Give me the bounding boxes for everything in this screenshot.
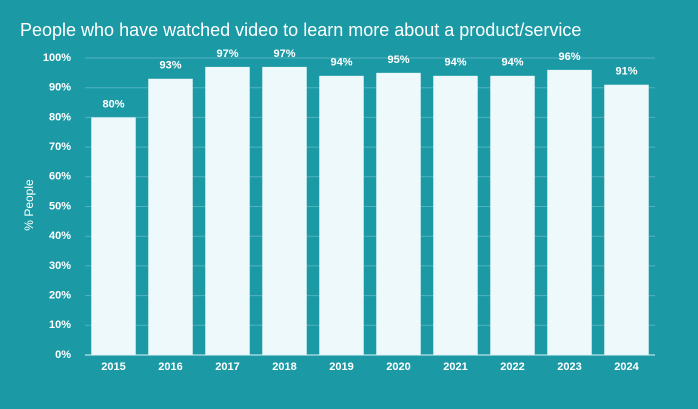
data-label: 80%: [102, 98, 124, 110]
bar: [547, 69, 592, 355]
y-tick-label: 10%: [49, 319, 71, 331]
bar: [604, 84, 649, 355]
data-label: 94%: [330, 57, 352, 69]
bar: [91, 117, 136, 356]
y-axis-label: % People: [22, 179, 36, 231]
bar: [376, 72, 421, 355]
y-tick-label: 40%: [49, 230, 71, 242]
chart-title: People who have watched video to learn m…: [20, 20, 581, 40]
y-tick-label: 80%: [49, 111, 71, 123]
y-tick-label: 30%: [49, 260, 71, 272]
x-tick-label: 2024: [614, 361, 639, 373]
data-label: 94%: [444, 57, 466, 69]
x-tick-label: 2015: [101, 361, 125, 373]
x-tick-label: 2019: [329, 361, 353, 373]
bar: [490, 75, 535, 355]
bar: [319, 75, 364, 355]
x-tick-label: 2018: [272, 361, 296, 373]
x-tick-label: 2022: [500, 361, 524, 373]
data-label: 94%: [501, 57, 523, 69]
y-tick-label: 60%: [49, 171, 71, 183]
data-label: 91%: [615, 66, 637, 78]
x-tick-label: 2016: [158, 361, 182, 373]
y-tick-label: 90%: [49, 82, 71, 94]
bar: [433, 75, 478, 355]
data-label: 96%: [558, 51, 580, 63]
x-tick-label: 2021: [443, 361, 467, 373]
y-tick-label: 0%: [55, 349, 71, 361]
x-tick-label: 2017: [215, 361, 239, 373]
data-label: 93%: [159, 60, 181, 72]
bar: [148, 78, 193, 355]
y-tick-label: 70%: [49, 141, 71, 153]
bar: [262, 66, 307, 355]
y-tick-label: 50%: [49, 200, 71, 212]
data-label: 97%: [273, 48, 295, 60]
data-label: 97%: [216, 48, 238, 60]
y-tick-label: 100%: [43, 52, 71, 64]
bar: [205, 66, 250, 355]
data-label: 95%: [387, 54, 409, 66]
x-tick-label: 2023: [557, 361, 581, 373]
y-tick-label: 20%: [49, 290, 71, 302]
x-tick-label: 2020: [386, 361, 410, 373]
